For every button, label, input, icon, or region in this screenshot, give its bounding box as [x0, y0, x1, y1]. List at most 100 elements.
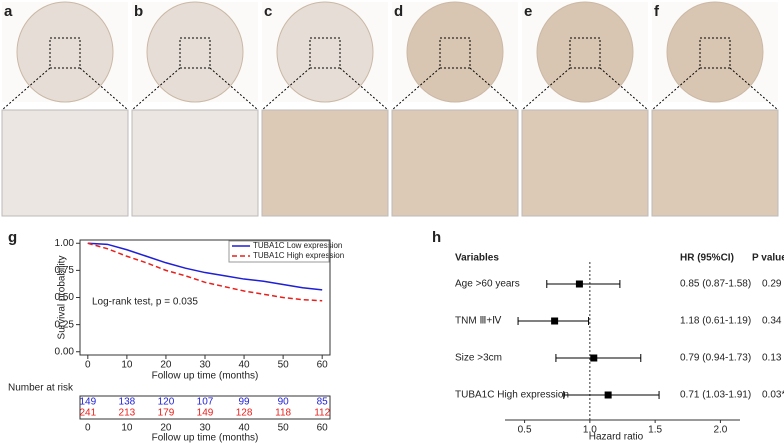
row-label: TUBA1C High expression	[455, 390, 569, 401]
x-tick-label: 50	[278, 360, 290, 371]
panel-label: f	[654, 3, 660, 20]
tissue-core	[16, 1, 114, 103]
panel-label: c	[264, 3, 272, 20]
risk-x-tick-label: 50	[278, 423, 290, 434]
p-value: 0.13	[762, 353, 782, 364]
panel-label: h	[432, 229, 441, 246]
zoom-line	[1, 67, 51, 111]
p-value: 0.34	[762, 316, 782, 327]
tissue-core	[536, 1, 634, 103]
zoom-line	[729, 67, 779, 111]
row-label: Size >3cm	[455, 353, 502, 364]
risk-count: 149	[79, 397, 96, 408]
column-header: HR (95%CI)	[680, 253, 734, 264]
y-tick-label: 0.50	[55, 292, 75, 303]
risk-table-box	[79, 395, 331, 420]
zoom-box	[49, 37, 81, 69]
panel-label: d	[394, 3, 403, 20]
annotation: Log-rank test, p = 0.035	[92, 297, 198, 308]
y-axis-title: Survival probability	[57, 256, 68, 340]
column-header: Variables	[455, 253, 499, 264]
risk-x-tick-label: 60	[317, 423, 329, 434]
risk-x-tick-label: 30	[199, 423, 211, 434]
x-axis-title: Follow up time (months)	[152, 433, 259, 443]
risk-count: 112	[314, 408, 330, 419]
tissue-core	[146, 1, 244, 103]
row-label: Age >60 years	[455, 279, 520, 290]
risk-x-tick-label: 0	[85, 423, 91, 434]
tissue-core	[276, 1, 374, 103]
column-header: P value	[752, 253, 784, 264]
tissue-core	[666, 1, 764, 103]
risk-count: 120	[158, 397, 175, 408]
legend-label: TUBA1C High expression	[253, 251, 344, 260]
risk-table-title: Number at risk	[8, 383, 74, 394]
zoom-box	[439, 37, 471, 69]
survival-curve	[87, 242, 323, 302]
zoom-box	[309, 37, 341, 69]
row-label: TNM Ⅲ+Ⅳ	[455, 316, 502, 327]
zoom-line	[339, 67, 389, 111]
risk-count: 138	[119, 397, 136, 408]
p-value: 0.29	[762, 279, 782, 290]
x-tick-label: 30	[199, 360, 211, 371]
x-tick-label: 20	[160, 360, 172, 371]
zoom-image	[261, 109, 389, 217]
y-tick-label: 0.25	[55, 319, 75, 330]
risk-count: 90	[278, 397, 290, 408]
risk-count: 85	[317, 397, 329, 408]
zoom-line	[521, 67, 571, 111]
hr-point	[590, 354, 598, 362]
zoom-line	[599, 67, 649, 111]
risk-x-tick-label: 10	[121, 423, 133, 434]
tissue-core	[406, 1, 504, 103]
risk-count: 118	[275, 408, 291, 419]
x-tick-label: 0.5	[518, 425, 532, 436]
zoom-line	[391, 67, 441, 111]
y-tick-label: 0.00	[55, 346, 75, 357]
zoom-box	[569, 37, 601, 69]
hr-point	[575, 280, 583, 288]
risk-count: 107	[197, 397, 214, 408]
zoom-line	[651, 67, 701, 111]
zoom-box	[699, 37, 731, 69]
zoom-image	[651, 109, 779, 217]
y-tick-label: 1.00	[55, 238, 75, 249]
hr-ci: 0.85 (0.87-1.58)	[680, 279, 751, 290]
risk-x-tick-label: 40	[239, 423, 251, 434]
hr-point	[604, 391, 612, 399]
risk-count: 99	[239, 397, 251, 408]
panel-label: g	[8, 229, 17, 246]
zoom-image	[131, 109, 259, 217]
x-tick-label: 40	[239, 360, 251, 371]
panel-label: e	[524, 3, 532, 20]
legend-label: TUBA1C Low expression	[253, 241, 342, 250]
hr-point	[551, 317, 559, 325]
risk-count: 149	[197, 408, 214, 419]
zoom-image	[521, 109, 649, 217]
risk-count: 179	[158, 408, 175, 419]
p-value: 0.03*	[762, 390, 784, 401]
y-tick-label: 0.75	[55, 265, 75, 276]
x-axis-title: Hazard ratio	[589, 432, 644, 443]
zoom-image	[1, 109, 129, 217]
hr-ci: 0.79 (0.94-1.73)	[680, 353, 751, 364]
zoom-line	[131, 67, 181, 111]
risk-count: 213	[119, 408, 136, 419]
zoom-line	[79, 67, 129, 111]
zoom-box	[179, 37, 211, 69]
x-tick-label: 2.0	[713, 425, 727, 436]
zoom-line	[261, 67, 311, 111]
legend-box	[228, 240, 330, 263]
x-tick-label: 10	[121, 360, 133, 371]
hr-ci: 0.71 (1.03-1.91)	[680, 390, 751, 401]
x-tick-label: 1.5	[648, 425, 662, 436]
x-tick-label: 1.0	[583, 425, 597, 436]
zoom-line	[209, 67, 259, 111]
panel-label: b	[134, 3, 143, 20]
risk-count: 241	[79, 408, 96, 419]
risk-count: 128	[236, 408, 253, 419]
panel-label: a	[4, 3, 13, 20]
hr-ci: 1.18 (0.61-1.19)	[680, 316, 751, 327]
